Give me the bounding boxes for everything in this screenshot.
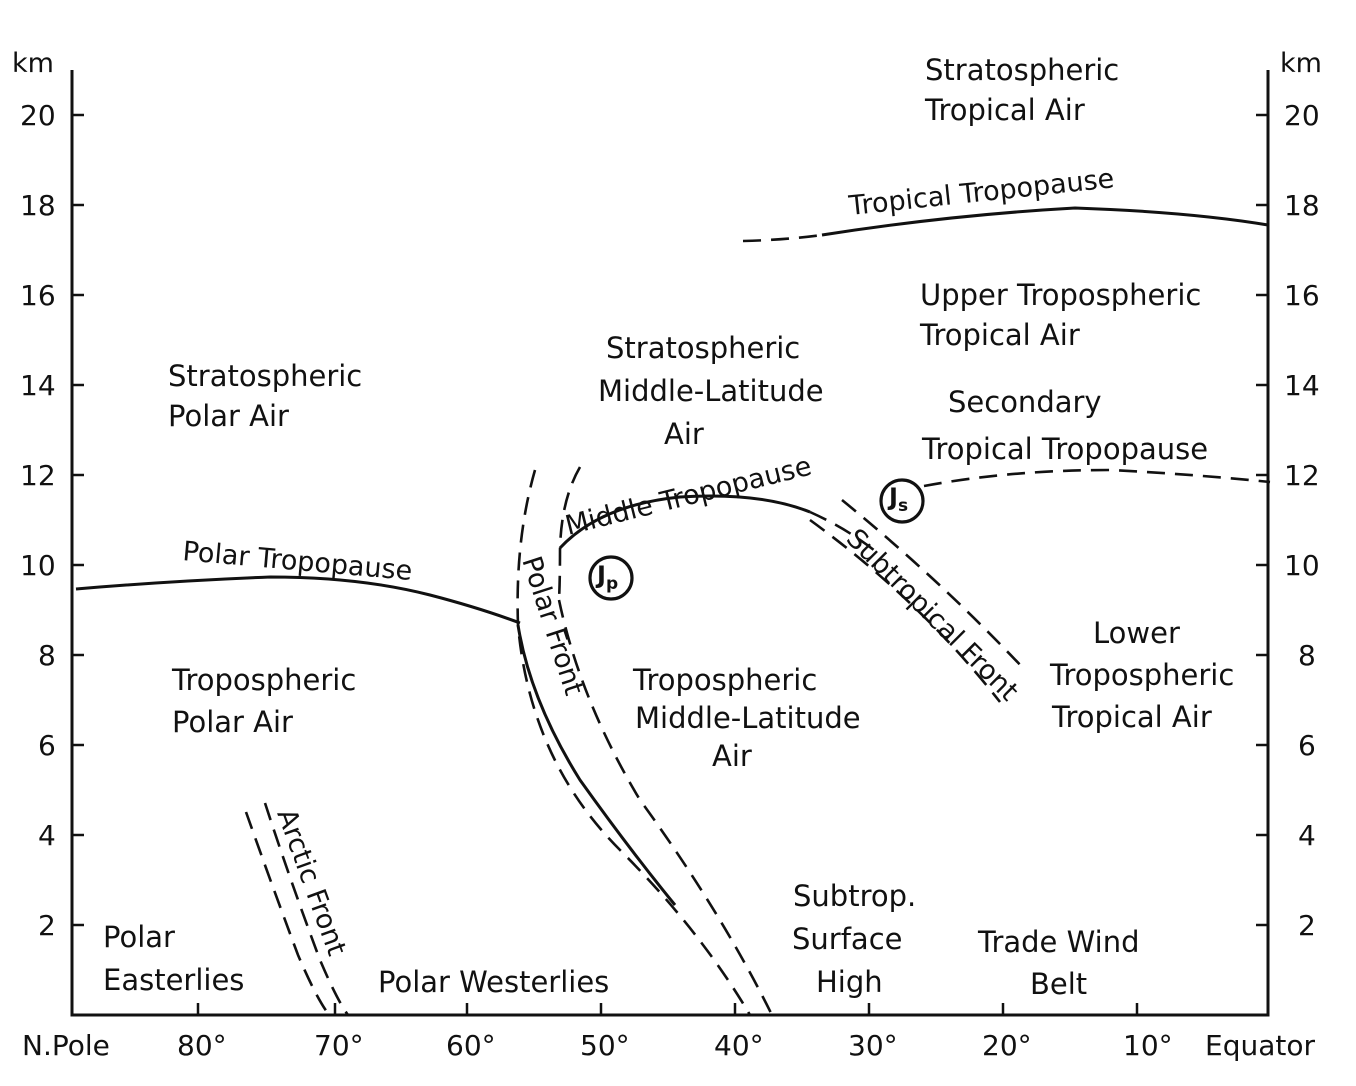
subtropical-front-upper-dashed: [841, 498, 1026, 671]
left-tick-18: 18: [20, 189, 56, 222]
x-tick-60: 60°: [446, 1029, 496, 1062]
x-label-north-pole: N.Pole: [22, 1029, 110, 1062]
secondary-tropical-tropopause-label: Secondary Tropical Tropopause: [921, 385, 1208, 466]
polar-front-south-lower-dashed: [557, 599, 774, 1016]
right-tick-14: 14: [1284, 369, 1320, 402]
x-tick-70: 70°: [314, 1029, 364, 1062]
right-tick-10: 10: [1284, 549, 1320, 582]
arctic-front-lower-dashed: [244, 811, 329, 1013]
right-tick-2: 2: [1298, 909, 1316, 942]
right-y-axis: km 2 4 6 8 10 12 14 16 18 20: [1256, 48, 1322, 942]
subtropical-front-lower-dashed: [809, 518, 1002, 703]
lower-tropospheric-tropical-air-label: Lower Tropospheric Tropical Air: [1049, 616, 1244, 734]
subtrop-surface-high-label: Subtrop. Surface High: [792, 879, 925, 999]
left-tick-2: 2: [38, 909, 56, 942]
x-tick-30: 30°: [848, 1029, 898, 1062]
polar-front-solid: [516, 624, 677, 906]
left-tick-6: 6: [38, 729, 56, 762]
polar-front-south-dashed: [557, 466, 582, 601]
secondary-tropical-tropopause-line: [923, 468, 1271, 488]
right-tick-8: 8: [1298, 639, 1316, 672]
tropical-tropopause-dashed: [742, 233, 823, 243]
left-tick-10: 10: [20, 549, 56, 582]
middle-tropopause-label: Middle Tropopause: [562, 451, 814, 542]
polar-jet-label: Jp: [595, 561, 618, 594]
upper-tropospheric-tropical-air-label: Upper Tropospheric Tropical Air: [919, 278, 1211, 352]
middle-tropopause-dashed: [809, 510, 881, 556]
tropical-tropopause-label: Tropical Tropopause: [846, 163, 1115, 222]
x-tick-50: 50°: [580, 1029, 630, 1062]
right-tick-20: 20: [1284, 99, 1320, 132]
left-tick-8: 8: [38, 639, 56, 672]
x-label-equator: Equator: [1205, 1029, 1315, 1062]
polar-jet-symbol: Jp: [588, 555, 634, 601]
subtropical-jet-symbol: Js: [879, 478, 925, 524]
tropospheric-polar-air-label: Tropospheric Polar Air: [171, 663, 366, 739]
stratospheric-middle-latitude-air-label: Stratospheric Middle-Latitude Air: [598, 331, 833, 451]
trade-wind-belt-label: Trade Wind Belt: [977, 925, 1149, 1001]
left-tick-20: 20: [20, 99, 56, 132]
right-axis-unit: km: [1280, 48, 1322, 79]
polar-easterlies-label: Polar Easterlies: [103, 920, 244, 997]
left-y-axis: km 2 4 6 8 10 12 14 16 18 20: [12, 48, 84, 942]
polar-front-north-dashed: [516, 469, 752, 1016]
polar-jet-circle: [588, 555, 634, 601]
diagram-frame: [70, 70, 1270, 1017]
x-axis: N.Pole 80° 70° 60° 50° 40° 30° 20° 10° E…: [22, 1003, 1315, 1062]
x-tick-10: 10°: [1123, 1029, 1173, 1062]
tropical-tropopause-solid: [821, 206, 1269, 237]
tropical-tropopause: [742, 206, 1269, 243]
left-tick-12: 12: [20, 459, 56, 492]
arctic-front-upper-dashed: [263, 802, 350, 1016]
x-tick-40: 40°: [714, 1029, 764, 1062]
right-tick-6: 6: [1298, 729, 1316, 762]
stratospheric-tropical-air-label: Stratospheric Tropical Air: [924, 53, 1128, 127]
subtropical-front-label: Subtropical Front: [840, 523, 1024, 707]
middle-tropopause-solid: [558, 494, 811, 550]
stratospheric-polar-air-label: Stratospheric Polar Air: [168, 359, 371, 433]
right-tick-4: 4: [1298, 819, 1316, 852]
polar-tropopause-line: [75, 575, 521, 625]
subtropical-jet-label: Js: [887, 483, 908, 516]
right-tick-16: 16: [1284, 279, 1320, 312]
left-tick-14: 14: [20, 369, 56, 402]
x-tick-80: 80°: [177, 1029, 227, 1062]
polar-westerlies-label: Polar Westerlies: [378, 965, 609, 999]
left-tick-16: 16: [20, 279, 56, 312]
right-tick-18: 18: [1284, 189, 1320, 222]
x-tick-20: 20°: [982, 1029, 1032, 1062]
left-axis-unit: km: [12, 48, 54, 79]
tropospheric-middle-latitude-air-label: Tropospheric Middle-Latitude Air: [632, 663, 870, 773]
right-tick-12: 12: [1284, 459, 1320, 492]
left-tick-4: 4: [38, 819, 56, 852]
subtropical-jet-circle: [879, 478, 925, 524]
